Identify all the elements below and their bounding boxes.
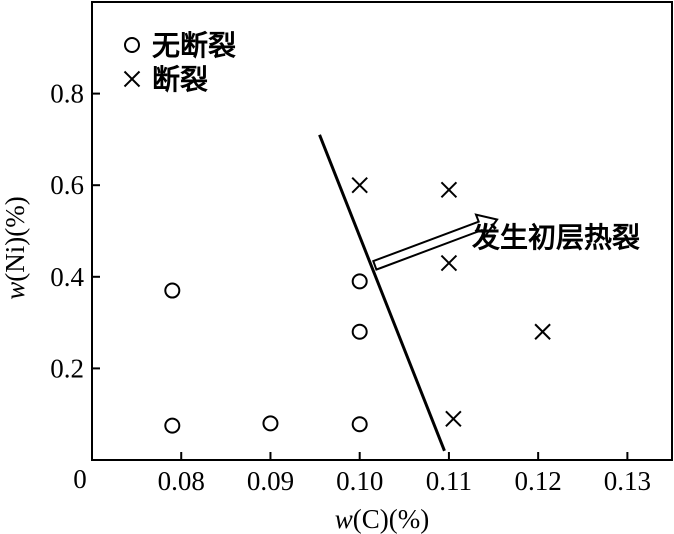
point-circle-2 (262, 415, 279, 432)
x-tick-label-0: 0.08 (158, 466, 205, 496)
x-tick-label-4: 0.12 (515, 466, 562, 496)
x-axis-ticks: 0.08 0.09 0.10 0.11 0.12 0.13 (158, 452, 651, 496)
point-circle-0 (164, 282, 181, 299)
x-tick-label-5: 0.13 (604, 466, 651, 496)
legend-marker-circle (124, 37, 140, 53)
x-tick-label-1: 0.09 (247, 466, 294, 496)
x-tick-label-3: 0.11 (426, 466, 472, 496)
data-points (164, 176, 551, 434)
point-cross-3 (445, 410, 462, 427)
point-circle-3 (351, 273, 368, 290)
y-axis-title: w(Ni)(%) (0, 196, 30, 299)
point-cross-1 (440, 181, 458, 198)
annotation: 发生初层热裂 (372, 213, 640, 271)
point-circle-1 (164, 417, 181, 434)
point-cross-2 (440, 254, 458, 272)
x-tick-label-2: 0.10 (336, 466, 383, 496)
legend-label-1: 断裂 (152, 63, 208, 96)
y-tick-label-0: 0.2 (50, 353, 84, 383)
point-cross-0 (351, 176, 368, 194)
point-cross-4 (534, 323, 551, 340)
y-tick-label-2: 0.6 (50, 170, 84, 200)
x-axis-title: w(C)(%) (335, 504, 429, 534)
legend-label-0: 无断裂 (152, 29, 236, 62)
origin-label: 0 (73, 464, 87, 494)
boundary-line (318, 134, 446, 452)
y-tick-label-1: 0.4 (50, 262, 84, 292)
y-tick-label-3: 0.8 (50, 79, 84, 109)
annotation-arrow (372, 213, 499, 271)
point-circle-4 (351, 323, 368, 340)
annotation-label: 发生初层热裂 (471, 221, 640, 254)
legend-marker-cross (123, 70, 141, 88)
y-axis-ticks: 0.2 0.4 0.6 0.8 (50, 79, 100, 383)
plot-frame (91, 1, 673, 461)
point-circle-5 (351, 416, 368, 433)
